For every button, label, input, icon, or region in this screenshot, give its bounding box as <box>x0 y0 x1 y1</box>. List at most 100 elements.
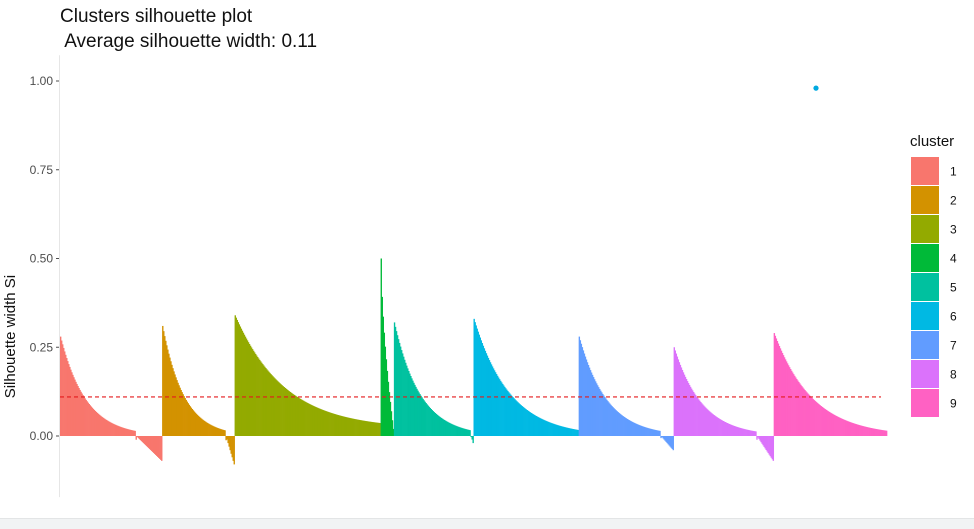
silhouette-bar <box>684 376 687 436</box>
silhouette-bar <box>742 428 744 436</box>
silhouette-bar <box>435 413 438 436</box>
silhouette-bar <box>660 436 662 439</box>
silhouette-bar <box>121 427 123 436</box>
silhouette-bar <box>242 332 245 436</box>
silhouette-bar <box>262 364 264 436</box>
silhouette-bar <box>345 417 348 436</box>
silhouette-bar <box>681 369 684 436</box>
silhouette-bar <box>147 436 150 448</box>
silhouette-bar <box>444 420 447 436</box>
silhouette-bar <box>296 396 299 436</box>
silhouette-bar <box>630 421 633 436</box>
silhouette-bar <box>128 429 130 436</box>
silhouette-bar <box>646 427 648 436</box>
silhouette-bar <box>321 409 323 436</box>
silhouette-bar <box>95 411 98 436</box>
chart-title: Clusters silhouette plot <box>60 6 253 27</box>
silhouette-bar <box>832 414 835 436</box>
silhouette-bar <box>311 405 313 436</box>
silhouette-bar <box>234 315 236 436</box>
silhouette-bar <box>563 426 565 436</box>
silhouette-bar <box>658 430 660 436</box>
silhouette-bar <box>536 416 539 436</box>
silhouette-bar <box>696 396 698 436</box>
silhouette-bar <box>525 409 527 436</box>
silhouette-bar <box>88 403 90 436</box>
silhouette-bar <box>139 436 142 440</box>
silhouette-bar <box>529 412 532 436</box>
silhouette-bar <box>800 384 802 436</box>
silhouette-bar <box>600 390 602 436</box>
silhouette-bar <box>579 340 582 436</box>
silhouette-bar <box>877 429 880 436</box>
silhouette-bar <box>750 430 752 436</box>
silhouette-bar <box>213 426 215 436</box>
silhouette-bar <box>240 328 243 436</box>
y-tick-label: 0.75 <box>30 163 54 177</box>
silhouette-bar <box>390 411 393 436</box>
y-tick-label: 1.00 <box>30 74 54 88</box>
silhouette-bar <box>297 397 300 436</box>
silhouette-bar <box>729 424 732 436</box>
silhouette-bar <box>466 429 468 436</box>
silhouette-bar <box>667 436 669 445</box>
silhouette-bar <box>818 404 820 436</box>
silhouette-bar <box>531 413 534 436</box>
silhouette-bar <box>504 386 506 436</box>
silhouette-bar <box>626 418 629 436</box>
silhouette-bar <box>728 423 731 436</box>
silhouette-bar <box>385 359 388 436</box>
silhouette-bar <box>162 325 164 436</box>
silhouette-bar <box>833 414 836 436</box>
silhouette-bar <box>215 427 217 436</box>
silhouette-bar <box>715 416 717 436</box>
silhouette-bar <box>366 421 368 436</box>
silhouette-bar <box>196 414 199 436</box>
silhouette-bar <box>669 436 671 447</box>
silhouette-bar <box>545 421 548 436</box>
silhouette-bar <box>395 331 398 436</box>
silhouette-bar <box>517 402 519 436</box>
silhouette-bar <box>202 420 205 436</box>
silhouette-bar <box>558 425 560 436</box>
silhouette-bar <box>770 436 772 458</box>
silhouette-bar <box>682 372 685 436</box>
silhouette-bar <box>624 417 626 436</box>
silhouette-bar <box>641 426 644 436</box>
silhouette-bar <box>664 436 666 441</box>
silhouette-bar <box>834 415 837 436</box>
silhouette-bar <box>274 378 276 436</box>
silhouette-bar <box>852 423 854 436</box>
silhouette-bar <box>413 382 415 436</box>
silhouette-bar <box>540 418 543 436</box>
silhouette-bar <box>636 424 639 436</box>
silhouette-bar <box>606 399 608 436</box>
silhouette-bar <box>713 414 715 436</box>
silhouette-bar <box>184 398 186 436</box>
silhouette-bar <box>801 386 803 436</box>
silhouette-bar <box>763 436 765 447</box>
silhouette-bar <box>806 392 808 436</box>
silhouette-bar <box>315 406 317 436</box>
silhouette-bar <box>102 417 105 436</box>
silhouette-bar <box>241 330 244 436</box>
silhouette-bar <box>278 382 280 436</box>
silhouette-bar <box>663 436 665 440</box>
silhouette-bar <box>346 417 349 436</box>
silhouette-bar <box>373 422 375 436</box>
y-tick-label: 0.00 <box>30 429 54 443</box>
silhouette-bar <box>452 424 454 436</box>
silhouette-bar <box>68 364 70 436</box>
silhouette-bar <box>380 258 382 436</box>
silhouette-bar <box>142 436 145 443</box>
silhouette-bar <box>635 423 638 436</box>
silhouette-bar <box>492 368 495 436</box>
silhouette-bar <box>576 429 578 436</box>
silhouette-bar <box>384 346 387 436</box>
silhouette-bar <box>842 419 844 436</box>
silhouette-bar <box>844 419 846 436</box>
silhouette-bar <box>450 423 452 436</box>
legend-label-7: 7 <box>950 339 957 353</box>
cluster-5-bars <box>393 322 474 444</box>
silhouette-bar <box>428 406 430 436</box>
